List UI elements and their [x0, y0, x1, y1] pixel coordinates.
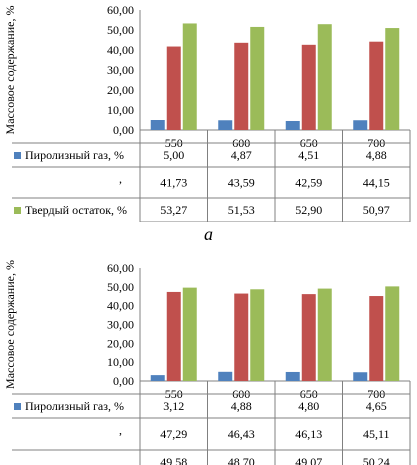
legend-key-s1 — [14, 403, 21, 410]
data-label-s2: 45,11 — [363, 427, 390, 441]
bar-s2-550 — [166, 291, 181, 381]
bar-s3-650 — [317, 24, 332, 131]
chart-a: Массовое содержание, % 0,00 10,00 20,00 30,0… — [3, 3, 411, 222]
bar-s3-700 — [385, 286, 400, 381]
data-label-s3: 50,24 — [363, 455, 390, 465]
data-label-s1: 5,00 — [163, 148, 184, 162]
bar-s1-550 — [150, 120, 165, 130]
data-label-s1: 4,88 — [366, 148, 387, 162]
legend-fragment: , — [119, 172, 122, 186]
data-label-s2: 44,15 — [363, 176, 390, 190]
data-label-s2: 46,13 — [295, 427, 322, 441]
bar-s3-550 — [182, 287, 197, 381]
data-label-s3: 48,70 — [228, 455, 255, 465]
data-label-s3: 52,90 — [295, 203, 322, 217]
y-tick-label: 60,00 — [107, 3, 134, 17]
bar-s2-600 — [234, 293, 249, 381]
bar-s1-650 — [285, 120, 300, 130]
y-tick-label: 10,00 — [107, 355, 134, 369]
data-label-s3: 49,58 — [160, 455, 187, 465]
y-tick-label: 0,00 — [113, 123, 134, 137]
bar-s1-700 — [353, 120, 368, 130]
y-tick-label: 40,00 — [107, 299, 134, 313]
data-label-s1: 4,65 — [366, 399, 387, 413]
bar-s3-600 — [250, 289, 265, 381]
legend-label-s3: Твердый остаток, % — [25, 203, 127, 217]
data-label-s1: 3,12 — [163, 399, 184, 413]
legend-key-s1 — [14, 152, 21, 159]
legend-label-s1: Пиролизный газ, % — [25, 148, 124, 162]
data-label-s2: 42,59 — [295, 176, 322, 190]
bar-s2-650 — [301, 294, 316, 381]
bar-s1-700 — [353, 372, 368, 381]
chart-b: Массовое содержание, % 0,00 10,00 20,00 30,0… — [3, 260, 411, 465]
y-tick-label: 30,00 — [107, 318, 134, 332]
bar-s2-700 — [369, 296, 384, 381]
y-tick-label: 60,00 — [107, 261, 134, 275]
bar-s2-700 — [369, 41, 384, 131]
legend-fragment: , — [119, 423, 122, 437]
data-label-s1: 4,51 — [298, 148, 319, 162]
bar-s3-600 — [250, 26, 265, 130]
figure-caption: a — [204, 224, 213, 244]
y-tick-label: 50,00 — [107, 23, 134, 37]
bar-s3-650 — [317, 288, 332, 381]
bar-s2-600 — [234, 42, 249, 130]
bar-s1-650 — [285, 371, 300, 381]
bar-s2-550 — [166, 46, 181, 130]
y-tick-label: 50,00 — [107, 280, 134, 294]
legend-label-s1: Пиролизный газ, % — [25, 399, 124, 413]
y-tick-label: 10,00 — [107, 103, 134, 117]
data-label-s1: 4,80 — [298, 399, 319, 413]
data-label-s2: 43,59 — [228, 176, 255, 190]
y-axis-label: Массовое содержание, % — [3, 6, 17, 135]
y-tick-label: 40,00 — [107, 43, 134, 57]
data-label-s3: 53,27 — [160, 203, 187, 217]
y-axis-label: Массовое содержание, % — [3, 260, 17, 389]
bar-s3-700 — [385, 28, 400, 131]
data-label-s3: 49,07 — [295, 455, 322, 465]
bar-s2-650 — [301, 44, 316, 130]
data-label-s2: 46,43 — [228, 427, 255, 441]
bar-s3-550 — [182, 23, 197, 130]
y-tick-label: 20,00 — [107, 336, 134, 350]
y-tick-label: 20,00 — [107, 83, 134, 97]
bar-s1-600 — [218, 120, 233, 130]
data-label-s3: 51,53 — [228, 203, 255, 217]
y-tick-label: 0,00 — [113, 374, 134, 388]
data-label-s2: 47,29 — [160, 427, 187, 441]
y-tick-label: 30,00 — [107, 63, 134, 77]
bar-s1-600 — [218, 371, 233, 381]
data-label-s3: 50,97 — [363, 203, 390, 217]
data-label-s1: 4,88 — [231, 399, 252, 413]
legend-key-s3 — [14, 207, 21, 214]
data-label-s1: 4,87 — [231, 148, 252, 162]
bar-s1-550 — [150, 375, 165, 381]
data-label-s2: 41,73 — [160, 176, 187, 190]
